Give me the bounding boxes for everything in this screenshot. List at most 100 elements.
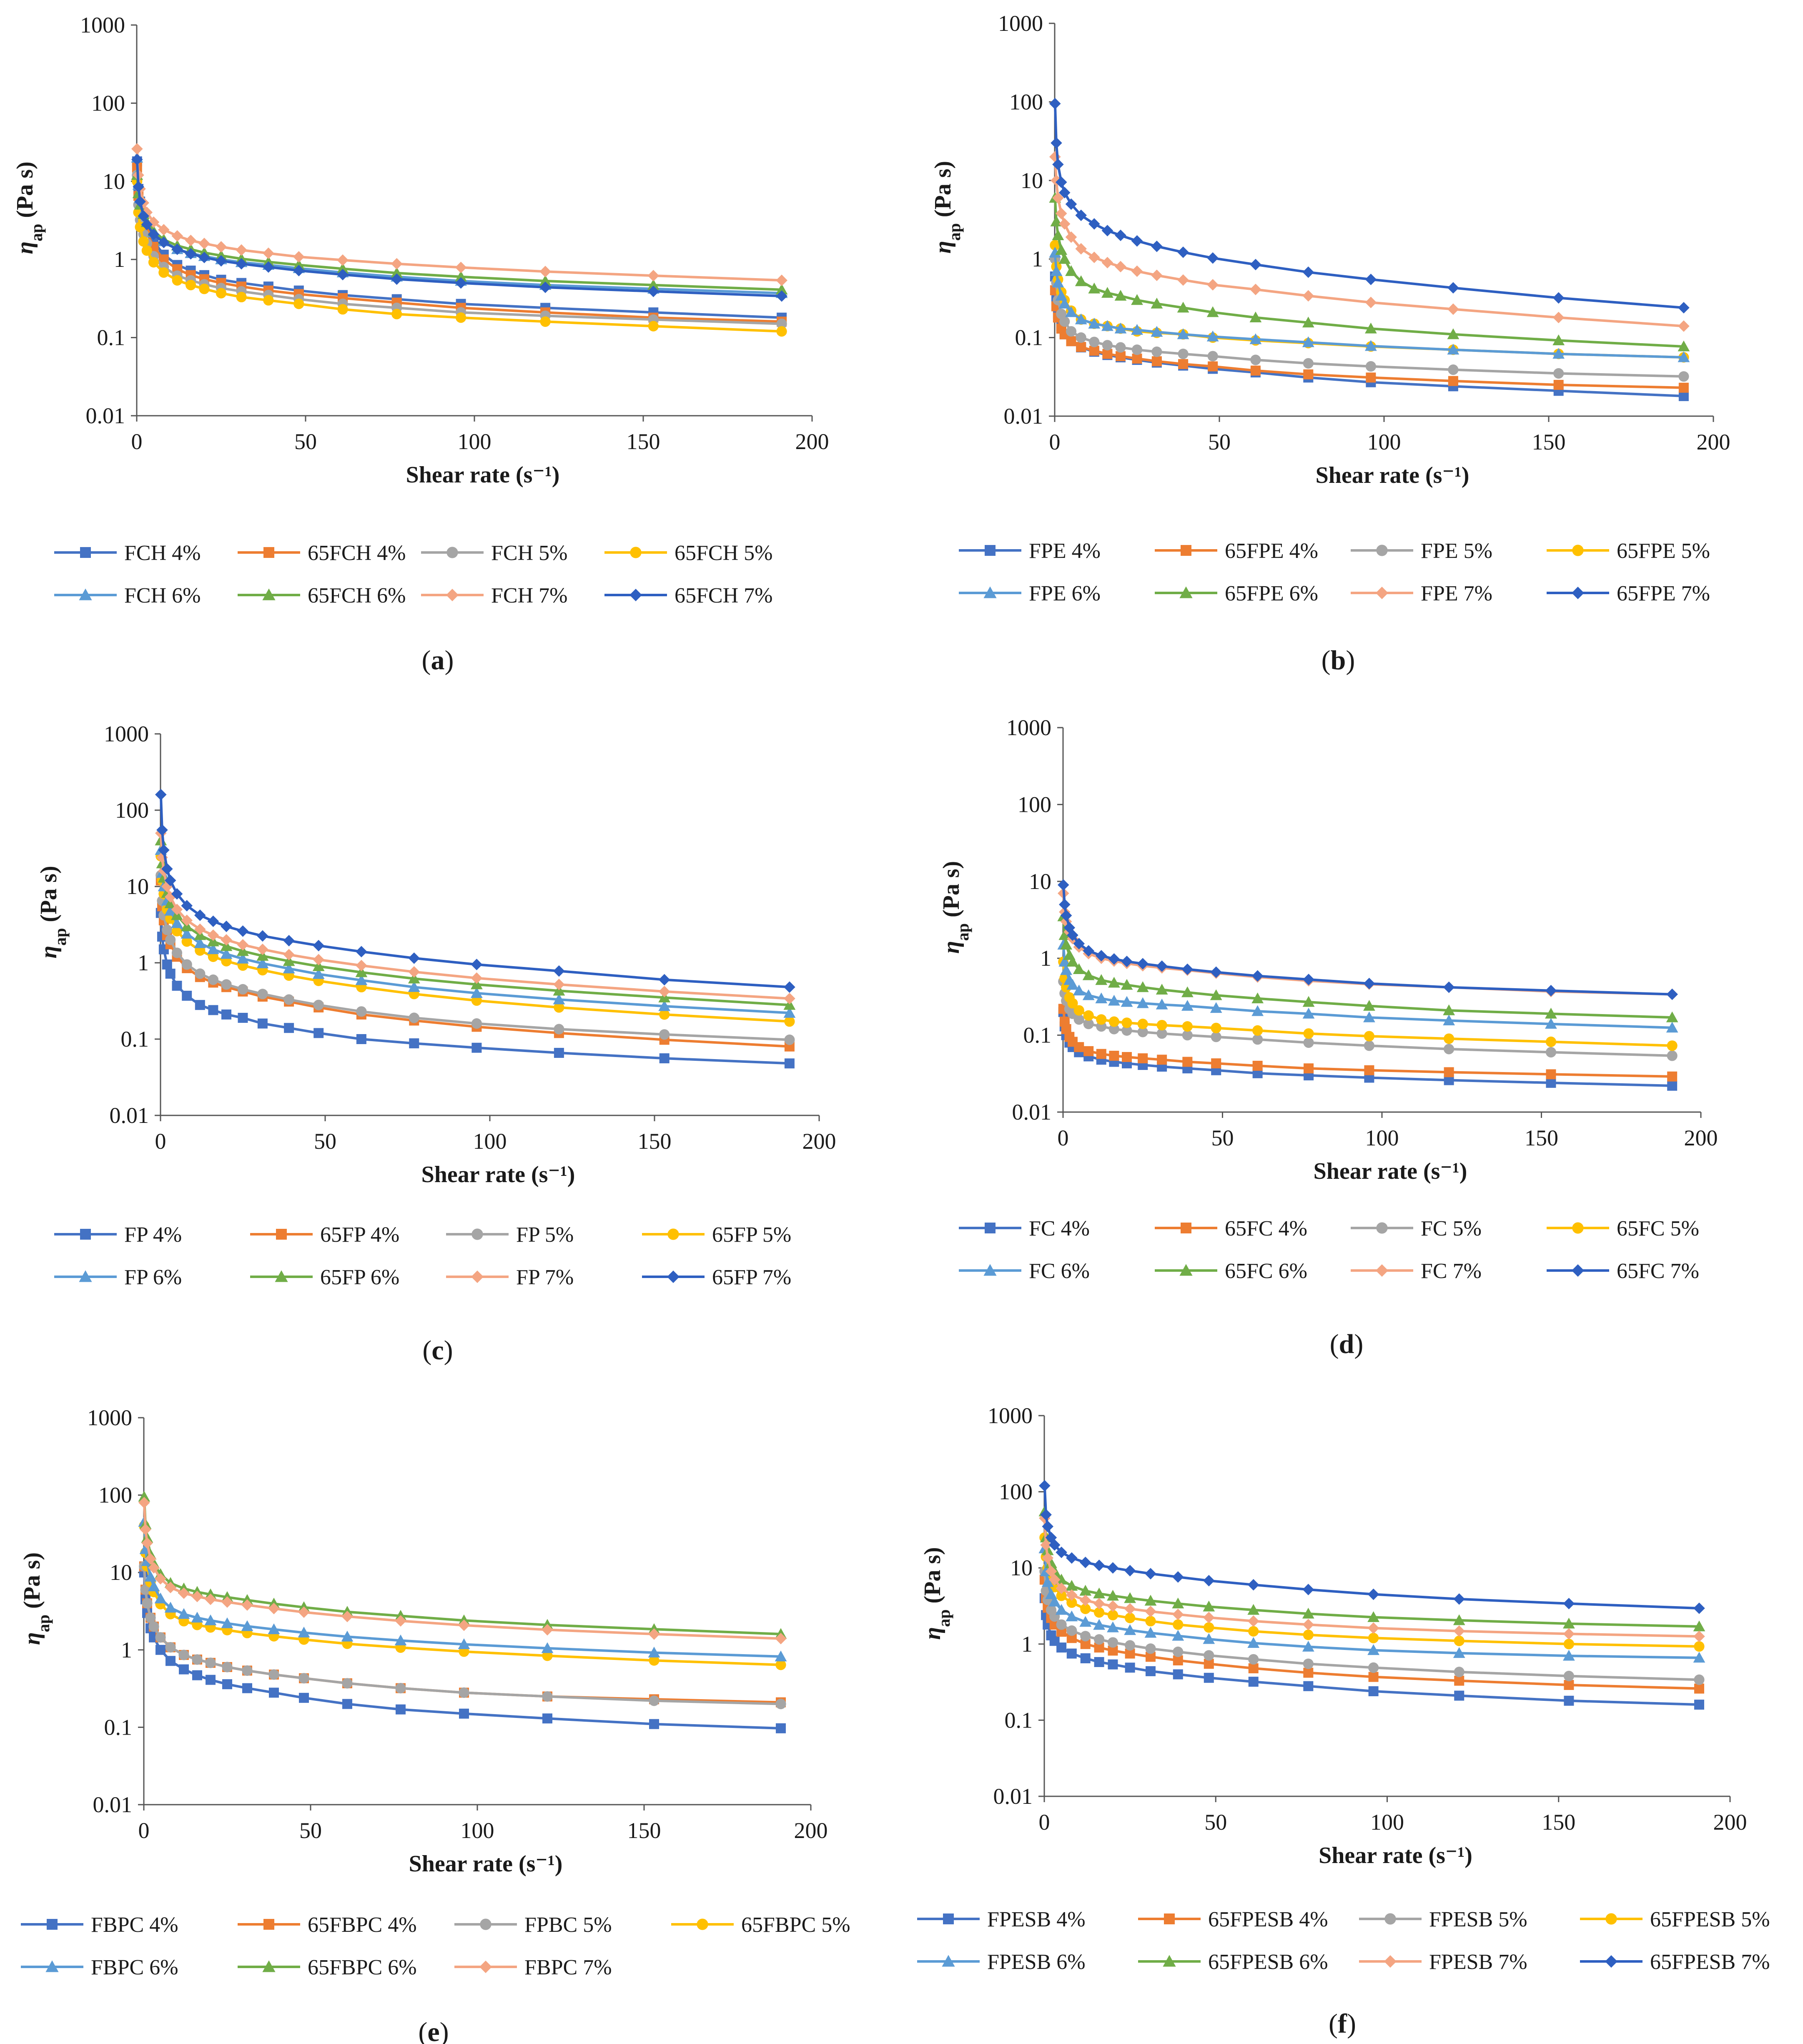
data-point (1052, 229, 1064, 241)
data-point (1066, 1579, 1078, 1591)
legend-item: FPESB 4% (917, 1908, 1086, 1931)
data-point (356, 946, 367, 958)
data-point (148, 1621, 159, 1632)
legend-label: FC 6% (1029, 1259, 1090, 1283)
legend-swatch-marker (262, 588, 276, 600)
data-point (133, 181, 144, 193)
legend-label: 65FPESB 4% (1208, 1908, 1328, 1931)
legend-label: FCH 4% (124, 541, 201, 565)
data-point (221, 1617, 233, 1628)
data-point (391, 309, 402, 319)
panel-e: 0.01 0.1 1 10 100 1000 0 50 100 150 200 Shear rate … (19, 1405, 850, 2044)
data-point (1056, 1547, 1067, 1558)
data-point (1083, 1010, 1094, 1021)
legend-item: 65FPESB 6% (1138, 1950, 1328, 1974)
x-tick-label: 0 (1049, 429, 1061, 455)
data-point (1093, 1559, 1105, 1571)
data-point (192, 1670, 202, 1680)
data-point (1173, 1669, 1183, 1680)
series-fpe-6- (1049, 246, 1690, 362)
data-point (138, 1497, 150, 1509)
data-point (172, 275, 183, 286)
series-fc-6- (1057, 939, 1678, 1033)
y-axis-title: ηap (Pa s) (36, 866, 70, 958)
data-point (775, 1650, 787, 1662)
data-point (1094, 1607, 1105, 1618)
legend-item: 65FCH 7% (604, 584, 772, 608)
legend-label: 65FC 7% (1617, 1259, 1699, 1283)
data-point (1678, 302, 1690, 314)
legend-label: 65FP 5% (712, 1223, 791, 1247)
data-point (198, 238, 210, 249)
data-point (542, 1713, 552, 1724)
data-point (1667, 1050, 1678, 1061)
data-point (1207, 252, 1219, 264)
data-point (1454, 1667, 1464, 1677)
data-point (1048, 1595, 1061, 1607)
legend-swatch-marker (943, 1913, 954, 1924)
data-point (1131, 324, 1143, 335)
data-point (1453, 1593, 1465, 1605)
panel-d: 0.01 0.1 1 10 100 1000 0 50 100 150 200 Shear rate … (938, 715, 1718, 1359)
data-point (1108, 1024, 1119, 1035)
data-point (1107, 1637, 1118, 1648)
data-point (1060, 964, 1073, 975)
y-tick-label: 0.01 (86, 403, 125, 428)
legend-swatch-marker (697, 1918, 708, 1930)
legend-item: FPE 7% (1351, 582, 1492, 605)
data-point (1080, 1653, 1091, 1663)
x-tick-label: 100 (461, 1818, 494, 1843)
data-point (1124, 1565, 1136, 1577)
data-point (1303, 1681, 1314, 1691)
legend-item: 65FPESB 4% (1138, 1908, 1328, 1931)
series-65fc-6- (1057, 910, 1678, 1022)
data-point (1151, 346, 1162, 357)
x-tick-label: 200 (1697, 429, 1730, 455)
y-axis-title: ηap (Pa s) (920, 1547, 953, 1640)
legend-label: 65FPE 5% (1617, 539, 1710, 563)
data-point (141, 1537, 153, 1549)
data-point (539, 275, 552, 286)
x-axis-title: Shear rate (s⁻¹) (421, 1162, 575, 1188)
data-point (1076, 332, 1086, 343)
panel-label: (f) (1329, 2009, 1356, 2039)
legend-label: FP 5% (516, 1223, 574, 1247)
data-point (1172, 1597, 1184, 1609)
data-point (775, 1660, 786, 1670)
data-point (144, 1571, 157, 1582)
data-point (1172, 1630, 1184, 1641)
legend-item: 65FC 4% (1155, 1217, 1307, 1240)
data-point (1368, 1632, 1379, 1643)
data-point (1156, 984, 1168, 995)
data-point (1667, 1040, 1678, 1051)
data-point (148, 216, 160, 228)
data-point (455, 271, 467, 282)
data-point (1096, 1049, 1106, 1059)
legend-swatch-marker (1181, 545, 1191, 556)
legend-label: FPESB 6% (987, 1950, 1086, 1974)
panel-c: 0.01 0.1 1 10 100 1000 0 50 100 150 200 Shear rate … (36, 721, 836, 1366)
data-point (1132, 354, 1142, 364)
data-point (1448, 364, 1459, 375)
data-point (312, 968, 325, 979)
data-point (1052, 276, 1064, 288)
data-point (1303, 369, 1314, 379)
data-point (1125, 1612, 1136, 1623)
data-point (1181, 963, 1194, 975)
legend-item: 65FPE 7% (1547, 582, 1710, 605)
data-point (1252, 1025, 1263, 1036)
data-point (783, 999, 796, 1010)
data-point (1545, 1018, 1557, 1029)
legend-swatch-marker (1164, 1913, 1175, 1924)
panel-f: 0.01 0.1 1 10 100 1000 0 50 100 150 200 Shear rate … (917, 1403, 1770, 2039)
data-point (1108, 994, 1120, 1006)
data-point (207, 943, 219, 954)
data-point (1073, 963, 1085, 974)
x-tick-label: 150 (1532, 429, 1566, 455)
series-65fp-7- (155, 788, 795, 993)
data-point (1203, 1574, 1215, 1587)
data-point (1693, 1602, 1705, 1614)
series-65fc-5- (1058, 957, 1678, 1051)
data-point (138, 210, 149, 222)
data-point (1151, 356, 1162, 367)
